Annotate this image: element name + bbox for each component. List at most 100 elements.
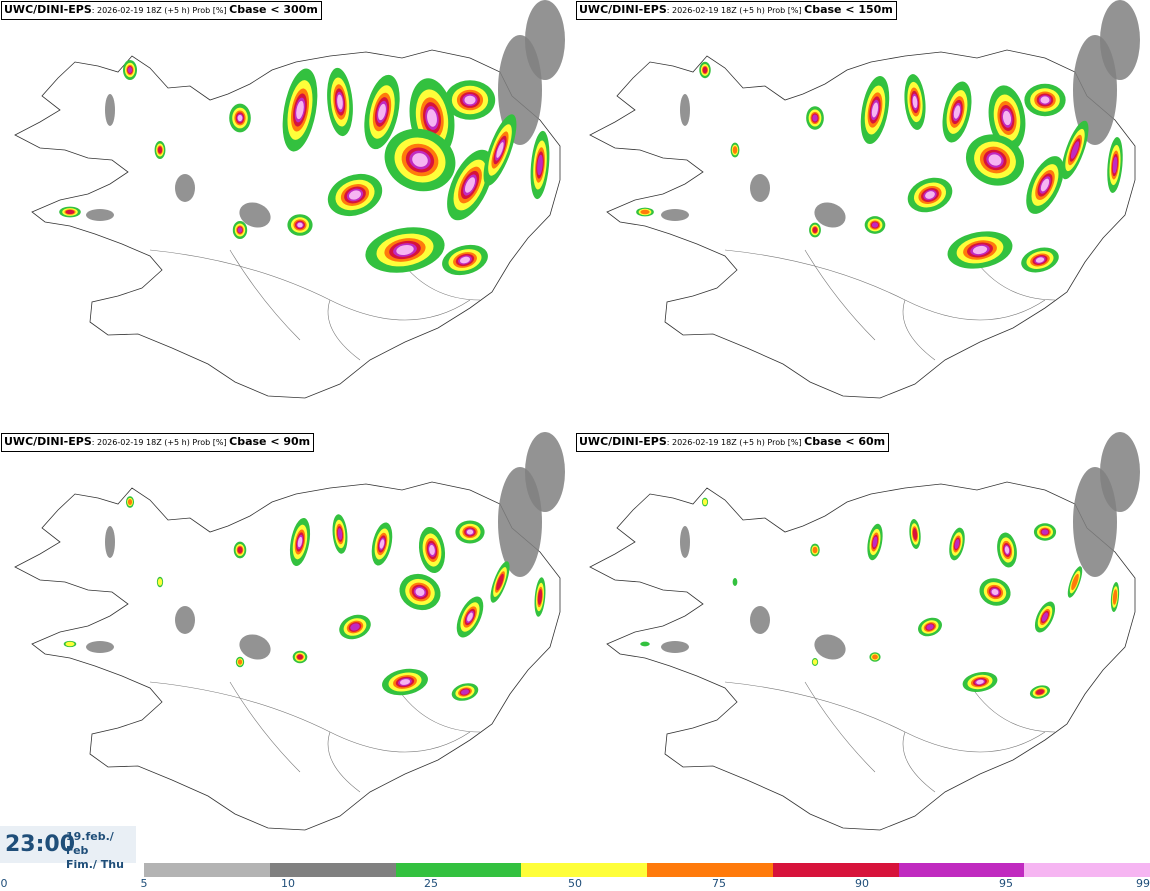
probability-area <box>464 177 476 193</box>
probability-area <box>415 588 425 596</box>
probability-area <box>912 95 918 109</box>
probability-area <box>412 153 428 167</box>
map-panel-150m: UWC/DINI-EPS: 2026-02-19 18Z (+5 h) Prob… <box>575 0 1150 430</box>
probability-area <box>467 612 473 622</box>
valid-date: 19.feb./ Feb Fim./ Thu <box>66 830 136 872</box>
colorbar-segment <box>144 863 270 877</box>
probability-area <box>976 679 984 685</box>
probability-area <box>296 100 304 120</box>
colorbar-tick: 90 <box>855 877 869 890</box>
probability-area <box>732 578 738 586</box>
probability-area <box>1041 529 1049 535</box>
probability-area-grey <box>525 432 565 512</box>
valid-time: 23:00 <box>5 832 76 857</box>
probability-area <box>991 588 999 596</box>
probability-area-grey <box>105 526 115 558</box>
probability-area <box>237 546 243 554</box>
probability-area <box>1002 110 1012 126</box>
boundary-line <box>149 681 471 753</box>
colorbar-tick: 95 <box>999 877 1013 890</box>
probability-map <box>14 0 565 399</box>
probability-area <box>237 659 243 665</box>
probability-area-grey <box>175 174 195 202</box>
probability-area-grey <box>661 641 689 653</box>
probability-map <box>14 432 565 831</box>
colorbar-segment <box>521 863 647 877</box>
probability-area <box>496 142 504 158</box>
valid-date-line2: Fim./ Thu <box>66 858 124 871</box>
valid-date-line1: 19.feb./ Feb <box>66 830 114 857</box>
probability-area <box>379 539 385 549</box>
probability-area <box>157 578 163 586</box>
probability-area <box>396 244 414 256</box>
boundary-line <box>229 681 301 773</box>
colorbar-tick: 99 <box>1136 877 1150 890</box>
probability-area <box>812 659 818 665</box>
probability-area-grey <box>525 0 565 80</box>
probability-area <box>65 641 75 647</box>
probability-area <box>812 546 818 554</box>
probability-area <box>954 539 960 549</box>
colorbar-ticks: 0 5 10 25 50 75 90 95 99 <box>0 877 1150 891</box>
boundary-line <box>229 249 301 341</box>
probability-area-grey <box>750 174 770 202</box>
boundary-line <box>399 691 481 733</box>
probability-area-grey <box>814 634 846 660</box>
probability-area-grey <box>105 94 115 126</box>
colorbar-tick: 0 <box>0 877 8 890</box>
probability-area <box>988 154 1002 166</box>
probability-area <box>1004 546 1010 554</box>
probability-area <box>640 209 650 215</box>
probability-area-grey <box>86 209 114 221</box>
colorbar-segment <box>898 863 1025 877</box>
probability-area <box>427 109 437 127</box>
probability-area-grey <box>680 94 690 126</box>
probability-area <box>337 94 343 110</box>
probability-area <box>429 544 435 556</box>
probability-area <box>732 146 738 154</box>
probability-area <box>1071 573 1079 591</box>
probability-map <box>589 0 1140 399</box>
coastline <box>589 481 1136 831</box>
probability-area <box>349 190 361 200</box>
colorbar-segment <box>647 863 773 877</box>
boundary-line <box>327 731 361 793</box>
probability-area <box>812 227 818 233</box>
coastline <box>14 481 561 831</box>
probability-area-grey <box>1100 432 1140 512</box>
probability-area <box>237 114 243 122</box>
colorbar-segment <box>269 863 396 877</box>
probability-area <box>1041 612 1049 622</box>
colorbar-tick: 50 <box>568 877 582 890</box>
boundary-line <box>804 249 876 341</box>
map-panel-90m: UWC/DINI-EPS: 2026-02-19 18Z (+5 h) Prob… <box>0 432 575 862</box>
probability-area-grey <box>680 526 690 558</box>
probability-area <box>926 624 934 630</box>
probability-area <box>1070 141 1080 159</box>
probability-area <box>1040 96 1050 104</box>
probability-area <box>872 536 878 548</box>
map-panel-300m: UWC/DINI-EPS: 2026-02-19 18Z (+5 h) Prob… <box>0 0 575 430</box>
probability-area <box>871 222 879 228</box>
probability-area <box>127 498 133 506</box>
map-panel-60m: UWC/DINI-EPS: 2026-02-19 18Z (+5 h) Prob… <box>575 432 1150 862</box>
probability-area <box>297 222 303 228</box>
colorbar-tick: 75 <box>712 877 726 890</box>
probability-area-grey <box>239 634 271 660</box>
probability-area-grey <box>86 641 114 653</box>
colorbar <box>144 863 1150 877</box>
probability-area-grey <box>1100 0 1140 80</box>
probability-area <box>461 689 469 695</box>
probability-area <box>127 67 133 73</box>
probability-area <box>871 102 879 118</box>
panel-title: UWC/DINI-EPS: 2026-02-19 18Z (+5 h) Prob… <box>576 433 890 452</box>
probability-area <box>237 227 243 233</box>
colorbar-tick: 10 <box>281 877 295 890</box>
colorbar-segment <box>395 863 522 877</box>
probability-area <box>702 66 708 74</box>
probability-area <box>640 641 650 647</box>
probability-area <box>459 256 471 264</box>
colorbar-tick: 25 <box>424 877 438 890</box>
probability-area <box>1040 178 1050 192</box>
boundary-line <box>804 681 876 773</box>
